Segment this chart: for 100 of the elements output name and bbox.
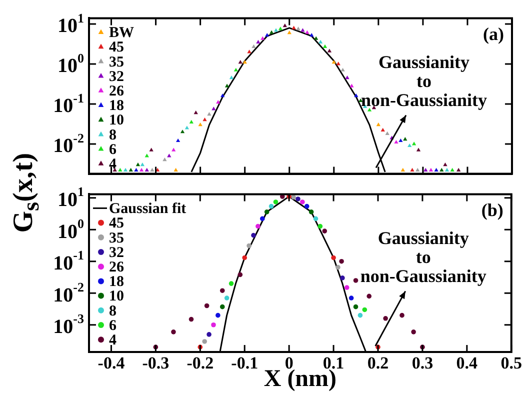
point	[260, 36, 265, 40]
point	[394, 140, 398, 144]
point	[278, 26, 283, 30]
point	[136, 162, 140, 166]
point	[273, 200, 278, 204]
point	[444, 168, 450, 172]
point	[434, 168, 438, 172]
point	[238, 60, 242, 64]
point	[242, 60, 247, 64]
legend-label: 6	[109, 318, 117, 334]
point	[162, 158, 167, 162]
point	[184, 126, 190, 130]
x-tick-label: 0.5	[500, 354, 522, 373]
point	[211, 322, 216, 328]
point	[318, 40, 323, 44]
point	[304, 204, 310, 209]
point	[139, 168, 144, 172]
point	[202, 339, 207, 344]
point	[224, 84, 230, 88]
point	[340, 68, 345, 72]
point	[287, 30, 292, 34]
point	[246, 243, 252, 248]
annotation: (a)	[483, 24, 504, 44]
point	[128, 168, 133, 172]
x-tick-label: -0.1	[231, 354, 258, 373]
point	[318, 224, 323, 229]
legend-label: 18	[109, 274, 124, 290]
point	[400, 168, 405, 172]
legend-label: 4	[109, 156, 117, 172]
x-tick-label: -0.2	[186, 354, 214, 373]
point	[189, 120, 194, 124]
legend-label: 8	[109, 303, 116, 320]
annotation: Gaussianity to non-Gaussianity	[360, 52, 488, 110]
point	[345, 76, 350, 80]
point	[308, 210, 314, 214]
point	[350, 84, 354, 88]
point	[264, 210, 270, 214]
point	[440, 168, 444, 172]
point	[134, 168, 138, 172]
point	[322, 44, 328, 48]
point	[282, 23, 287, 28]
legend-label: 26	[109, 259, 124, 276]
point	[410, 168, 414, 172]
point	[256, 224, 260, 229]
legend-label: 6	[109, 142, 117, 158]
point	[180, 130, 185, 134]
point	[167, 154, 172, 158]
point	[403, 137, 408, 141]
point	[332, 60, 336, 64]
point	[385, 131, 390, 136]
point	[144, 168, 149, 172]
point	[344, 285, 350, 290]
point	[322, 228, 328, 234]
point	[220, 288, 225, 293]
point	[340, 276, 345, 280]
point	[123, 168, 128, 172]
point	[174, 168, 178, 172]
x-tick-label: -0.3	[142, 354, 170, 373]
point	[400, 312, 404, 318]
point	[450, 168, 454, 172]
point	[443, 162, 448, 166]
point	[398, 138, 403, 142]
point	[216, 100, 220, 104]
point	[118, 168, 122, 172]
point	[380, 128, 385, 132]
point	[144, 154, 149, 158]
legend-label: 8	[109, 127, 116, 144]
point	[265, 33, 270, 37]
point	[354, 93, 358, 98]
point	[176, 138, 180, 142]
point	[216, 312, 220, 318]
legend-label: 10	[109, 112, 124, 129]
point	[228, 281, 234, 286]
point	[150, 168, 154, 172]
point	[198, 122, 202, 126]
point	[256, 40, 260, 44]
point	[358, 312, 363, 318]
point	[336, 264, 340, 270]
x-tick-label: -0.4	[98, 354, 126, 373]
legend-label: 32	[109, 244, 124, 261]
point	[140, 162, 145, 166]
legend-label: 35	[109, 230, 124, 246]
point	[229, 76, 234, 80]
point	[296, 196, 300, 202]
point	[353, 304, 358, 310]
x-tick-label: 0.3	[412, 354, 434, 373]
point	[327, 48, 332, 52]
legend-label: Gaussian fit	[109, 201, 186, 218]
point	[411, 330, 416, 334]
point	[416, 148, 421, 152]
point	[416, 168, 420, 172]
point	[206, 332, 212, 337]
point	[274, 28, 278, 32]
point	[376, 122, 380, 126]
point	[331, 255, 336, 260]
point	[362, 307, 368, 312]
point	[171, 330, 176, 334]
point	[456, 168, 461, 172]
legend-label: 4	[109, 332, 117, 348]
point	[234, 68, 238, 72]
